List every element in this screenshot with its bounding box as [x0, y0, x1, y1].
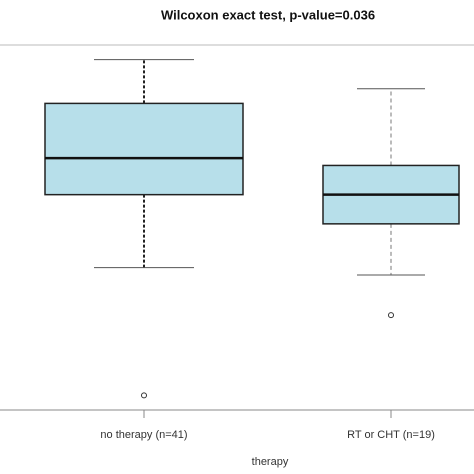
outlier: [388, 312, 394, 319]
outlier: [141, 392, 147, 399]
x-tick-label: RT or CHT (n=19): [347, 429, 435, 441]
x-axis-label: therapy: [252, 456, 289, 468]
chart-title: Wilcoxon exact test, p-value=0.036: [161, 7, 375, 22]
box: [44, 102, 244, 196]
x-tick-label: no therapy (n=41): [100, 429, 187, 441]
